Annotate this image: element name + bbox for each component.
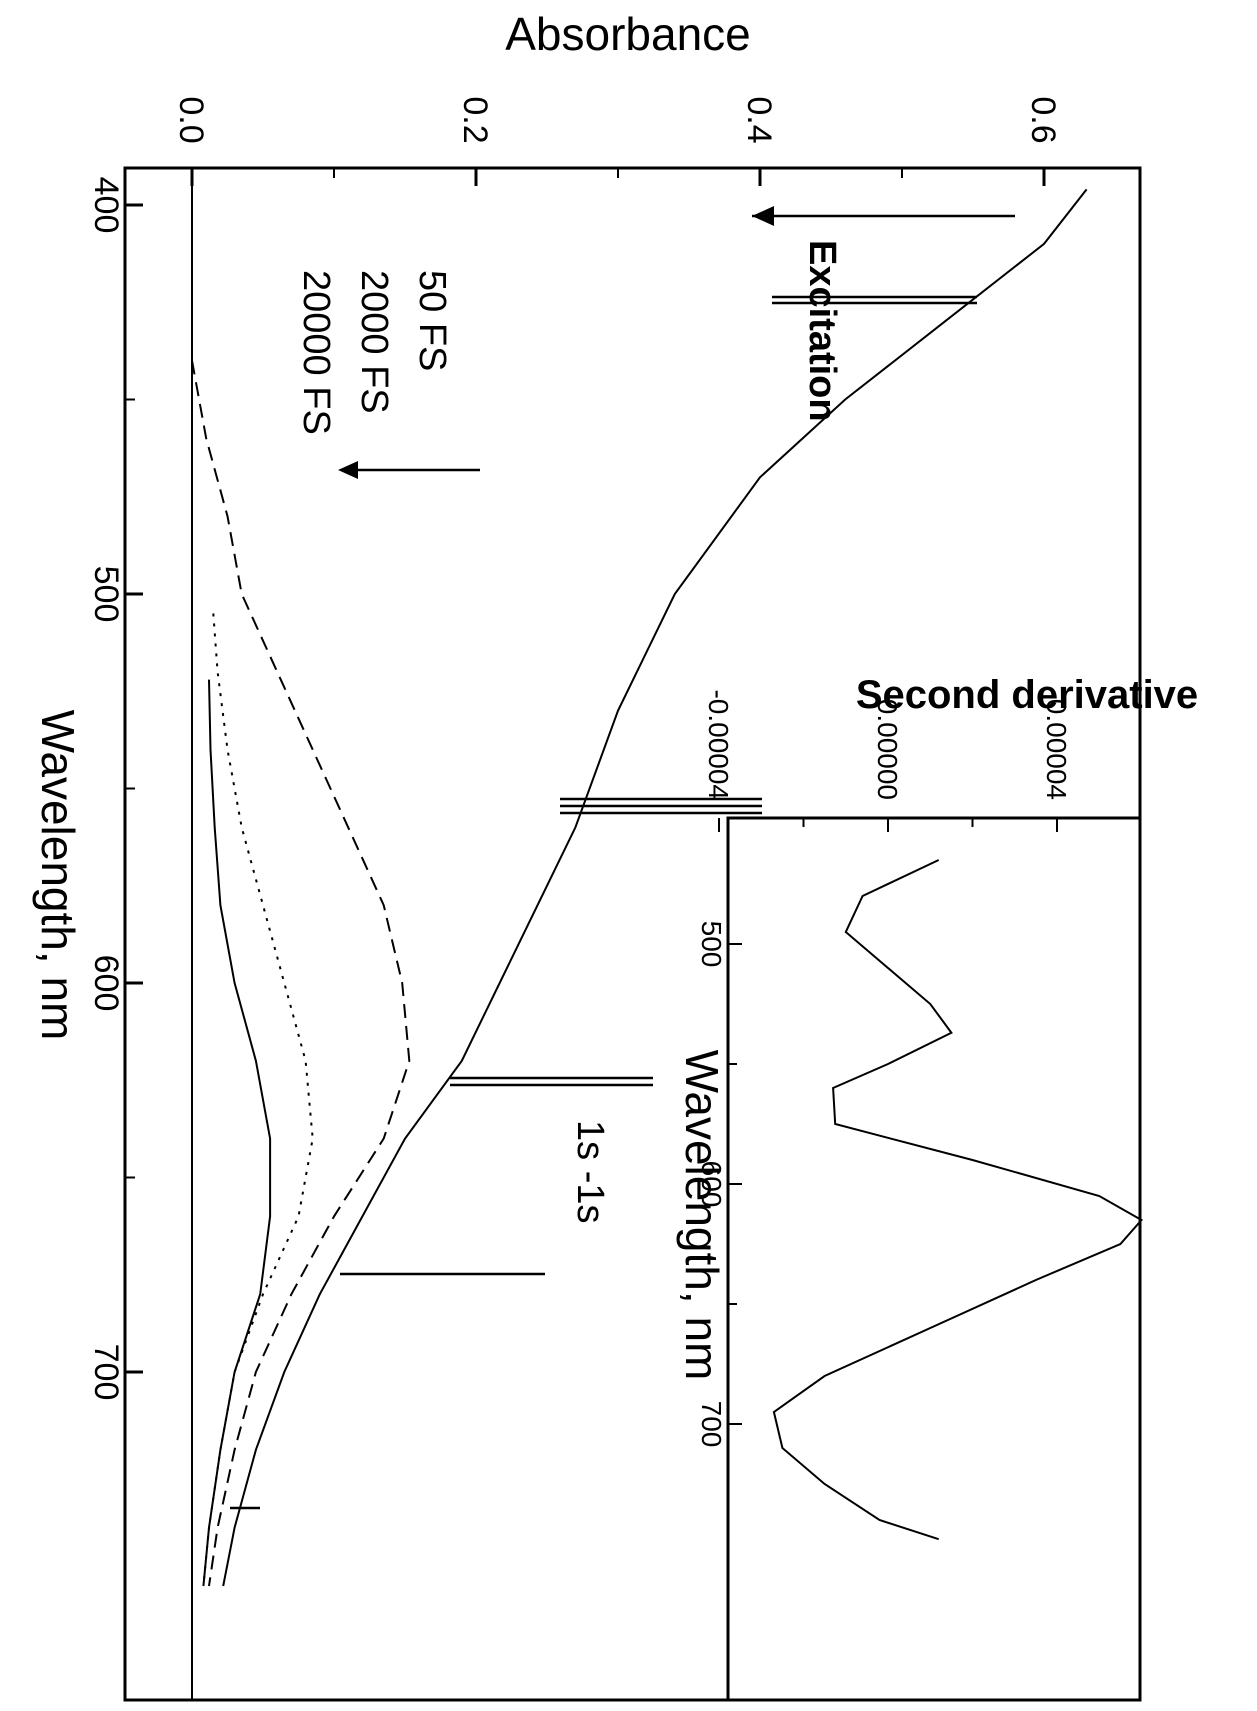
delay-label-2000fs: 2000 FS <box>353 270 395 414</box>
delay-label-50fs: 50 FS <box>411 270 453 371</box>
inset-series-line <box>772 859 1144 1541</box>
inset-title: Second derivative <box>856 673 1198 717</box>
series-line-1 <box>222 188 1088 1587</box>
transition-label: 1s -1s <box>569 1120 611 1223</box>
x-tick-label: 400 <box>87 177 125 234</box>
series-line-3 <box>202 613 314 1587</box>
y-axis-title: Absorbance <box>505 8 751 60</box>
excitation-arrowhead <box>752 206 774 226</box>
series-line-4 <box>202 679 272 1587</box>
y-tick-label: 0.6 <box>1024 96 1062 143</box>
annotation-marks <box>230 206 1015 1510</box>
inset-y-tick-label: 0.00000 <box>872 699 903 800</box>
inset-x-tick-label: 600 <box>696 1161 727 1208</box>
x-tick-label: 600 <box>87 955 125 1012</box>
y-tick-label: 0.4 <box>740 96 778 143</box>
inset-x-tick-label: 500 <box>696 921 727 968</box>
y-tick-label: 0.0 <box>172 96 210 143</box>
excitation-label: Excitation <box>801 240 843 422</box>
x-tick-label: 500 <box>87 566 125 623</box>
inset-border <box>726 816 1142 1702</box>
inset-x-axis-title: Wavelength, nm <box>676 1050 728 1381</box>
series-group <box>191 188 1088 1587</box>
y-tick-label: 0.2 <box>456 96 494 143</box>
time-arrowhead <box>338 461 358 479</box>
inset-y-tick-label: -0.00004 <box>703 689 734 800</box>
x-tick-label: 700 <box>87 1344 125 1401</box>
x-axis-title: Wavelength, nm <box>32 710 84 1041</box>
inset-chart: -0.00004 0.00000 0.00004 500 600 700 <box>696 689 1144 1702</box>
axis-ticks: 0.0 0.2 0.4 0.6 400 500 600 700 <box>87 96 1062 1400</box>
inset-y-tick-label: 0.00004 <box>1041 699 1072 800</box>
series-line-2 <box>191 360 411 1587</box>
inset-x-tick-label: 700 <box>696 1401 727 1448</box>
delay-label-20000fs: 20000 FS <box>295 270 337 435</box>
